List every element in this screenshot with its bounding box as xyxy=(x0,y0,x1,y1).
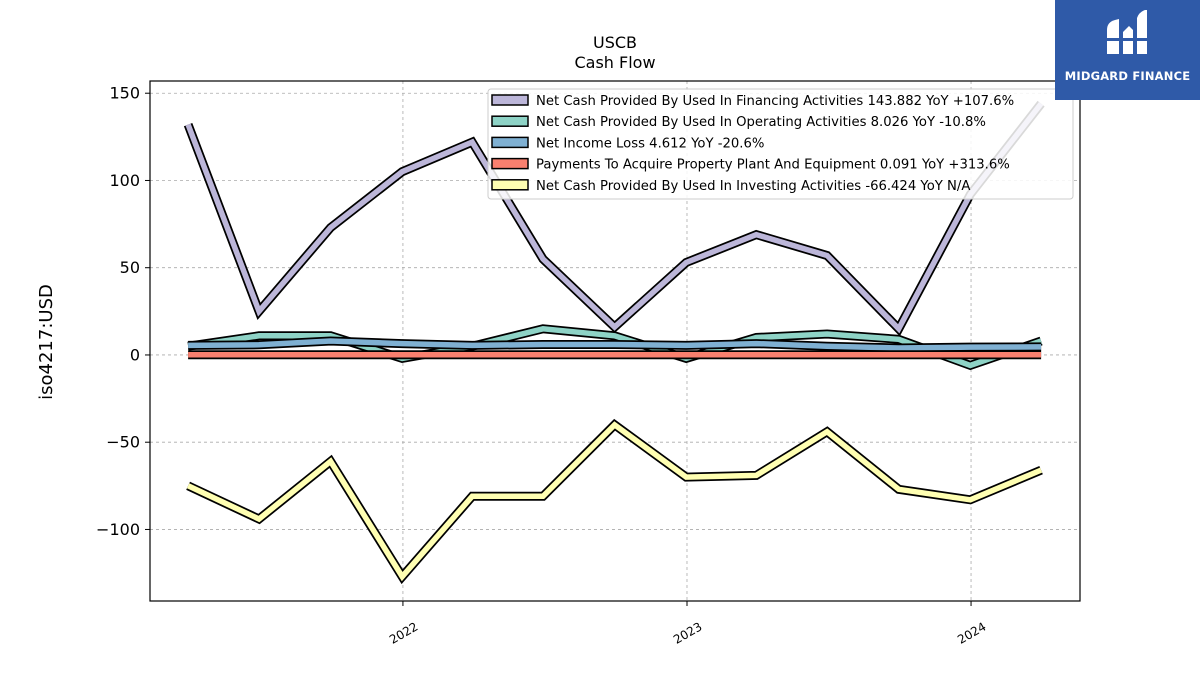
legend-swatch xyxy=(491,115,529,127)
logo-text: MIDGARD FINANCE xyxy=(1064,69,1191,83)
midgard-finance-logo: MIDGARD FINANCE xyxy=(1055,0,1200,100)
series-2-line xyxy=(187,326,1042,369)
x-tick-label: 2023 xyxy=(671,619,704,646)
series-3-line xyxy=(188,338,1042,351)
legend-box xyxy=(487,88,1074,200)
legend-label: Net Cash Provided By Used In Operating A… xyxy=(536,115,986,130)
legend-label: Net Cash Provided By Used In Financing A… xyxy=(536,94,1014,109)
legend-swatch xyxy=(491,179,529,191)
legend-label: Payments To Acquire Property Plant And E… xyxy=(536,158,1010,173)
series-lines xyxy=(183,100,1045,585)
logo-mark-icon xyxy=(1105,10,1151,54)
chart-subtitle: Cash Flow xyxy=(574,53,655,72)
legend-label: Net Cash Provided By Used In Investing A… xyxy=(536,179,970,194)
legend-swatch xyxy=(491,136,529,149)
series-5-outline xyxy=(186,418,1043,585)
y-tick-label: −100 xyxy=(96,520,140,539)
plot-frame xyxy=(149,80,1081,602)
series-1-line xyxy=(185,102,1044,334)
x-tick-label: 2022 xyxy=(387,619,420,646)
x-axis-ticks: 2022 2023 2024 xyxy=(387,601,989,647)
legend: Net Cash Provided By Used In Financing A… xyxy=(487,88,1074,200)
legend-swatch xyxy=(491,94,529,106)
y-tick-label: 100 xyxy=(109,171,140,190)
y-tick-label: −50 xyxy=(106,433,140,452)
y-axis-ticks: 150 100 50 0 −50 −100 xyxy=(96,84,150,539)
y-tick-label: 50 xyxy=(120,258,140,277)
x-tick-label: 2024 xyxy=(955,619,988,646)
y-axis-label: iso4217:USD xyxy=(36,284,57,400)
series-5-line xyxy=(186,421,1043,582)
legend-label: Net Income Loss 4.612 YoY -20.6% xyxy=(536,136,764,151)
legend-swatch xyxy=(491,157,529,170)
chart-title: USCB xyxy=(593,33,637,52)
y-tick-label: 150 xyxy=(109,84,140,103)
y-tick-label: 0 xyxy=(130,345,140,364)
